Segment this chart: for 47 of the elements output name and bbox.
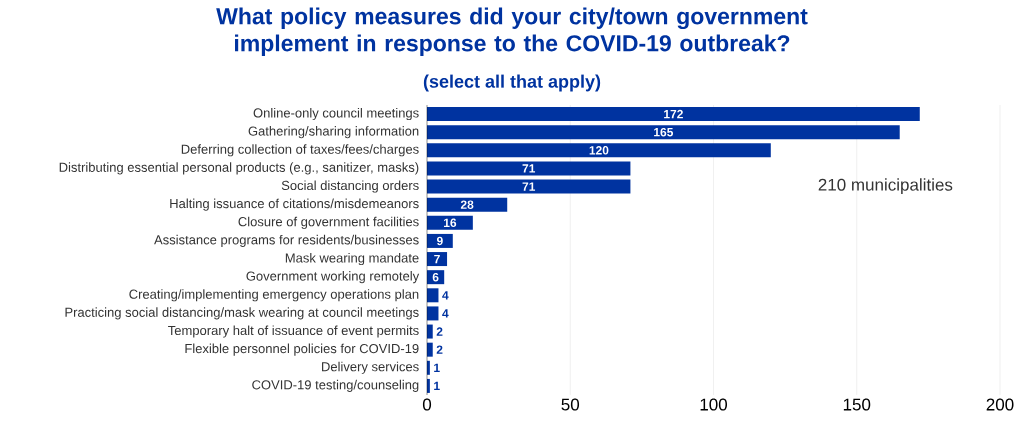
bar (427, 107, 920, 122)
data-label: 172 (664, 109, 683, 119)
data-label: 165 (654, 127, 674, 137)
x-tick-label: 50 (561, 398, 580, 411)
chart-title: What policy measures did your city/town government implement in response to the COVID-19 outbreak? (216, 7, 808, 56)
y-tick-label: Flexible personnel policies for COVID-19 (185, 343, 419, 356)
y-tick-label: COVID-19 testing/counseling (252, 379, 419, 392)
x-tick-label: 0 (422, 398, 432, 411)
data-label: 71 (522, 164, 536, 173)
x-tick-label: 150 (843, 398, 871, 411)
y-tick-label: Gathering/sharing information (248, 126, 419, 139)
data-label: 1 (434, 363, 440, 372)
data-label: 4 (442, 291, 449, 300)
bar (427, 197, 508, 212)
data-label: 2 (436, 327, 443, 336)
y-tick-label: Mask wearing mandate (285, 252, 419, 266)
data-label: 1 (434, 381, 440, 391)
data-label: 120 (589, 146, 609, 155)
y-tick-label: Social distancing orders (281, 180, 419, 193)
y-tick-label: Assistance programs for residents/businesses (154, 234, 419, 247)
data-label: 16 (444, 218, 457, 228)
data-label: 2 (436, 345, 443, 354)
y-tick-label: Practicing social distancing/mask wearing at council meetings (65, 307, 419, 320)
data-label: 71 (522, 182, 536, 191)
x-tick-label: 200 (986, 398, 1014, 411)
data-label: 4 (442, 309, 449, 318)
annotation: 210 municipalities (818, 178, 953, 195)
bar (427, 125, 900, 140)
data-label: 6 (432, 272, 439, 282)
y-tick-label: Halting issuance of citations/misdemeanors (170, 198, 419, 211)
x-tick-label: 100 (700, 398, 728, 411)
bar (427, 215, 473, 230)
y-tick-label: Online-only council meetings (253, 107, 419, 121)
y-tick-label: Government working remotely (246, 271, 420, 284)
y-tick-label: Deferring collection of taxes/fees/charges (181, 144, 419, 157)
data-label: 9 (436, 236, 443, 246)
y-tick-label: Delivery services (322, 361, 419, 374)
bar (427, 143, 771, 158)
bar (427, 161, 631, 176)
data-label: 28 (460, 200, 474, 209)
y-tick-label: Temporary halt of issuance of event permits (168, 325, 419, 338)
y-tick-label: Creating/implementing emergency operations plan (129, 289, 419, 302)
y-tick-label: Closure of government facilities (238, 216, 419, 229)
data-label: 7 (434, 254, 440, 264)
chart-subtitle: (select all that apply) (423, 74, 601, 92)
y-tick-label: Distributing essential personal products (e.g., sanitizer, masks) (59, 162, 419, 175)
bar (427, 179, 631, 194)
